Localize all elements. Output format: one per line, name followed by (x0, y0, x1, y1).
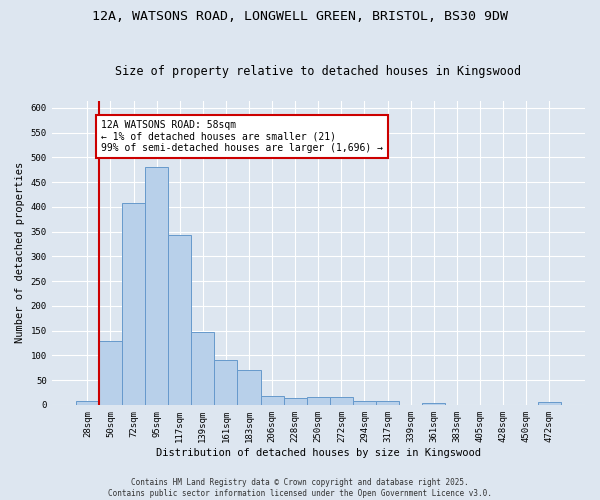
Text: 12A, WATSONS ROAD, LONGWELL GREEN, BRISTOL, BS30 9DW: 12A, WATSONS ROAD, LONGWELL GREEN, BRIST… (92, 10, 508, 23)
Bar (145, 168, 168, 405)
Bar (260, 396, 284, 405)
Bar (376, 402, 399, 405)
Bar (330, 398, 353, 405)
Bar (76, 401, 99, 405)
Bar (191, 332, 214, 405)
Bar (214, 360, 238, 405)
Bar (168, 235, 191, 405)
Text: 12A WATSONS ROAD: 58sqm
← 1% of detached houses are smaller (21)
99% of semi-det: 12A WATSONS ROAD: 58sqm ← 1% of detached… (101, 120, 383, 154)
Text: Contains HM Land Registry data © Crown copyright and database right 2025.
Contai: Contains HM Land Registry data © Crown c… (108, 478, 492, 498)
Bar (238, 370, 260, 405)
Y-axis label: Number of detached properties: Number of detached properties (15, 162, 25, 344)
Bar (99, 342, 122, 405)
Bar (122, 204, 145, 405)
X-axis label: Distribution of detached houses by size in Kingswood: Distribution of detached houses by size … (156, 448, 481, 458)
Bar (422, 404, 445, 405)
Bar (284, 398, 307, 405)
Bar (353, 402, 376, 405)
Bar (538, 402, 561, 405)
Bar (307, 398, 330, 405)
Title: Size of property relative to detached houses in Kingswood: Size of property relative to detached ho… (115, 66, 521, 78)
